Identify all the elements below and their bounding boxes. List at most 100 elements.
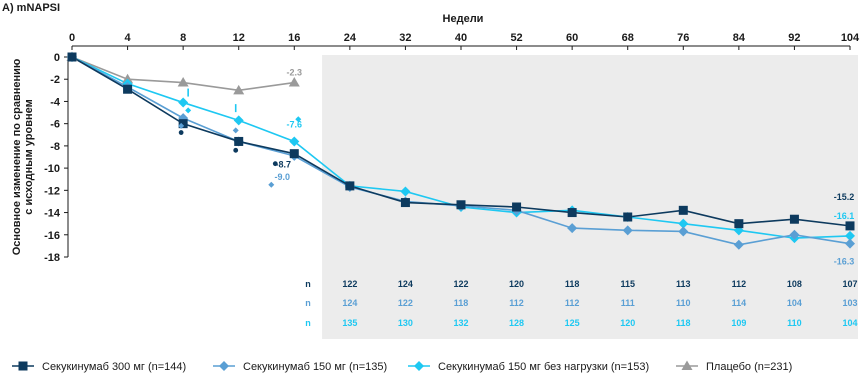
legend-swatch-marker xyxy=(681,360,693,370)
y-tick-label: -16 xyxy=(44,230,60,242)
n-table-cell: 112 xyxy=(565,298,580,308)
n-table-cell: 118 xyxy=(565,279,580,289)
data-point xyxy=(178,119,188,129)
legend-label: Секукинумаб 150 мг (n=135) xyxy=(243,361,387,373)
x-tick-label: 68 xyxy=(622,32,634,44)
data-point xyxy=(178,97,189,108)
value-label: -8.7 xyxy=(276,160,292,170)
data-point xyxy=(456,200,466,210)
legend-item: Секукинумаб 300 мг (n=144) xyxy=(12,361,186,373)
legend-label: Секукинумаб 300 мг (n=144) xyxy=(42,361,186,373)
x-tick-label: 60 xyxy=(566,32,578,44)
n-table-cell: 104 xyxy=(842,318,857,328)
y-tick-label: -10 xyxy=(44,163,60,175)
data-point xyxy=(678,205,688,215)
n-table-cell: 130 xyxy=(398,318,413,328)
data-point xyxy=(567,223,578,234)
legend-item: Плацебо (n=231) xyxy=(676,360,792,373)
y-axis-title: Основное изменение по сравнениюс исходны… xyxy=(11,59,35,256)
n-table-row-label: n xyxy=(305,318,311,328)
n-table-cell: 107 xyxy=(842,279,857,289)
significance-mark xyxy=(295,116,302,123)
significance-mark xyxy=(232,127,239,134)
n-table-cell: 135 xyxy=(342,318,357,328)
value-label: -9.0 xyxy=(275,172,291,182)
data-point xyxy=(177,77,189,87)
n-table-cell: 118 xyxy=(676,318,691,328)
data-point xyxy=(234,136,244,146)
data-point xyxy=(567,208,577,218)
n-table-cell: 115 xyxy=(620,279,635,289)
legend-swatch-marker xyxy=(414,361,424,371)
x-tick-label: 16 xyxy=(288,32,300,44)
n-table-cell: 114 xyxy=(732,298,747,308)
data-point xyxy=(845,221,855,231)
data-point xyxy=(512,202,522,212)
data-point xyxy=(623,212,633,222)
n-table-cell: 112 xyxy=(509,298,524,308)
data-point xyxy=(789,229,800,240)
n-table-cell: 125 xyxy=(565,318,580,328)
data-point xyxy=(289,136,300,147)
n-table-cell: 128 xyxy=(509,318,524,328)
y-tick-label: -2 xyxy=(50,74,60,86)
x-tick-label: 12 xyxy=(233,32,245,44)
x-tick-label: 40 xyxy=(455,32,467,44)
legend-swatch-marker xyxy=(219,361,229,371)
data-point xyxy=(789,214,799,224)
significance-mark xyxy=(178,122,185,129)
n-table-cell: 104 xyxy=(787,298,802,308)
significance-mark xyxy=(185,107,192,114)
data-point xyxy=(233,115,244,126)
data-point xyxy=(845,238,855,249)
significance-mark xyxy=(178,130,184,135)
legend-label: Плацебо (n=231) xyxy=(706,361,792,373)
legend-item: Секукинумаб 150 мг без нагрузки (n=153) xyxy=(408,361,649,373)
x-tick-label: 32 xyxy=(399,32,411,44)
data-point xyxy=(734,219,744,229)
n-table-cell: 120 xyxy=(509,279,524,289)
x-axis-title: Недели xyxy=(443,13,484,25)
data-point xyxy=(288,77,300,87)
data-point xyxy=(233,84,245,95)
shaded-region xyxy=(322,55,859,339)
chart-title: A) mNAPSI xyxy=(2,2,60,14)
n-table-row-label: n xyxy=(305,279,311,289)
data-point xyxy=(400,186,411,197)
x-tick-label: 52 xyxy=(510,32,522,44)
data-point xyxy=(123,84,133,94)
n-table-cell: 122 xyxy=(342,279,357,289)
value-label: -16.3 xyxy=(834,257,855,267)
n-table-cell: 124 xyxy=(342,298,357,308)
n-table-cell: 110 xyxy=(676,298,691,308)
n-table-cell: 108 xyxy=(787,279,802,289)
data-point xyxy=(122,73,134,84)
n-table-cell: 110 xyxy=(787,318,802,328)
n-table-cell: 113 xyxy=(676,279,691,289)
significance-mark xyxy=(233,147,239,153)
data-point xyxy=(345,181,355,191)
n-table-cell: 118 xyxy=(454,298,469,308)
data-point xyxy=(400,198,410,208)
n-table-cell: 122 xyxy=(453,279,468,289)
n-table-cell: 112 xyxy=(732,279,747,289)
x-tick-label: 4 xyxy=(125,32,132,44)
x-tick-label: 0 xyxy=(69,32,75,44)
x-tick-label: 24 xyxy=(344,32,357,44)
n-table-cell: 132 xyxy=(453,318,468,328)
legend-swatch-marker xyxy=(18,361,28,371)
legend-item: Секукинумаб 150 мг (n=135) xyxy=(213,361,387,373)
x-tick-label: 8 xyxy=(180,32,186,44)
significance-mark xyxy=(268,181,275,188)
n-table-cell: 122 xyxy=(398,298,413,308)
n-table-cell: 109 xyxy=(731,318,746,328)
data-point xyxy=(67,52,77,62)
data-point xyxy=(622,225,633,236)
y-axis-title-line: Основное изменение по сравнению xyxy=(11,59,23,256)
value-label: -16.1 xyxy=(834,211,855,221)
data-point xyxy=(678,226,689,237)
y-tick-label: -6 xyxy=(50,119,60,131)
n-table-cell: 124 xyxy=(398,279,413,289)
value-label: -15.2 xyxy=(834,192,855,202)
